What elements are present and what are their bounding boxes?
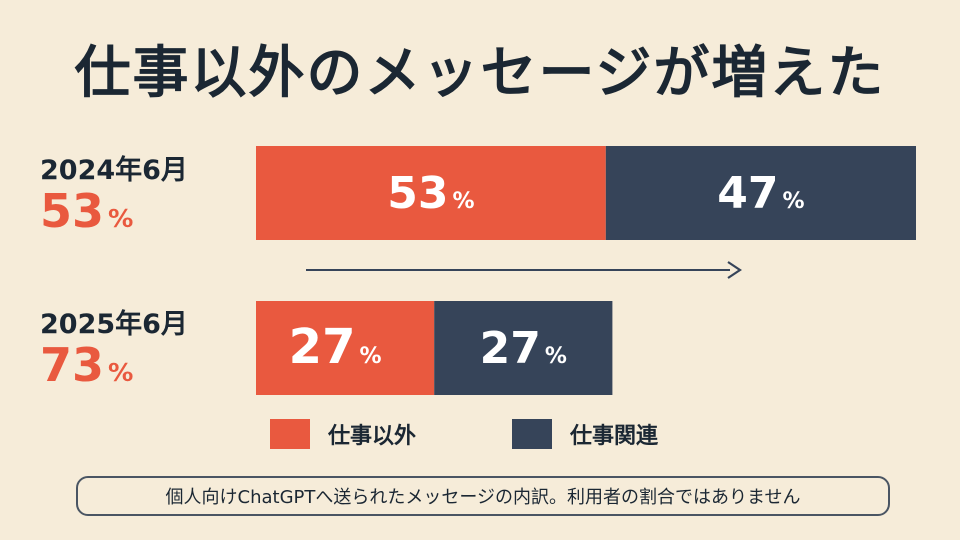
highlight-percent: 53% bbox=[40, 187, 250, 235]
legend-label: 仕事以外 bbox=[328, 424, 417, 449]
legend-swatch bbox=[512, 419, 552, 449]
row-label-2025: 2025年6月 73% bbox=[40, 302, 250, 389]
bar-segment-non-work bbox=[256, 146, 606, 240]
row-label-2024: 2024年6月 53% bbox=[40, 148, 250, 235]
period-label: 2025年6月 bbox=[40, 309, 188, 340]
footnote-box: 個人向けChatGPTへ送られたメッセージの内訳。利用者の割合ではありません bbox=[76, 476, 890, 516]
arrow-head-icon bbox=[727, 261, 742, 279]
bar-value-label: 47% bbox=[717, 168, 804, 219]
bar-value-label: 27% bbox=[480, 323, 567, 374]
highlight-value: 73 bbox=[40, 338, 105, 392]
chart-title: 仕事以外のメッセージが増えた bbox=[74, 41, 886, 106]
bar-value-label: 53% bbox=[387, 168, 474, 219]
percent-unit: % bbox=[108, 358, 134, 387]
legend-non-work: 仕事以外 bbox=[270, 418, 416, 450]
bar-segment-work bbox=[434, 301, 613, 395]
legend-swatch bbox=[270, 419, 310, 449]
legend-label: 仕事関連 bbox=[570, 424, 659, 449]
period-label: 2024年6月 bbox=[40, 155, 188, 186]
bar-value-label: 27% bbox=[289, 319, 382, 375]
percent-unit: % bbox=[108, 204, 134, 233]
bar-segment-non-work bbox=[256, 301, 435, 395]
bar-segment-work bbox=[605, 146, 916, 240]
legend-work: 仕事関連 bbox=[512, 418, 658, 450]
highlight-percent: 73% bbox=[40, 341, 250, 389]
highlight-value: 53 bbox=[40, 184, 105, 238]
